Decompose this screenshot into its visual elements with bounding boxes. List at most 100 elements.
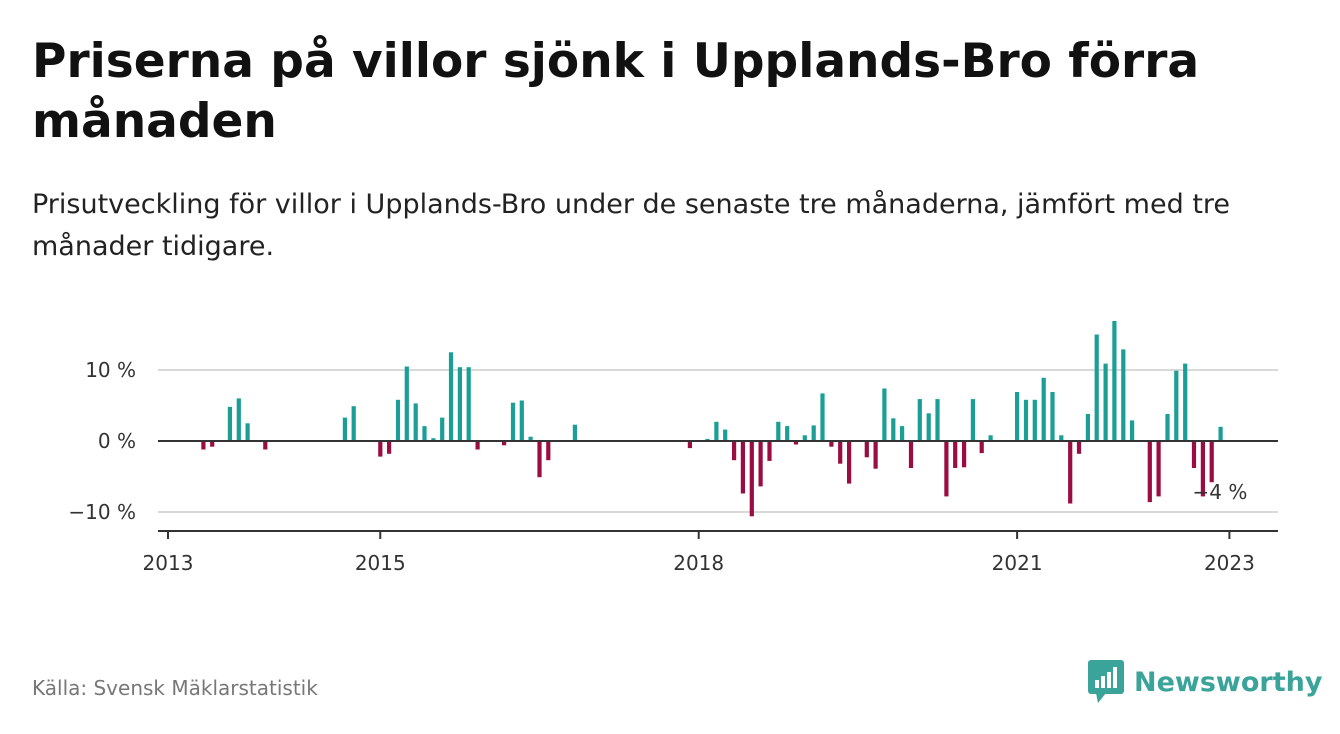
- bar: [1103, 363, 1108, 441]
- logo-wordmark: Newsworthy: [1134, 666, 1323, 698]
- bar: [537, 441, 542, 478]
- bar: [740, 441, 745, 494]
- bar: [1023, 399, 1029, 441]
- bar: [944, 441, 949, 497]
- bar: [245, 423, 250, 442]
- bar: [864, 441, 869, 458]
- bar: [457, 367, 462, 441]
- bar: [1121, 349, 1126, 441]
- bar: [1165, 414, 1170, 441]
- source-note: Källa: Svensk Mäklarstatistik: [32, 676, 318, 700]
- bar: [705, 438, 710, 441]
- bar: [1218, 426, 1223, 441]
- x-tick-label: 2015: [355, 551, 406, 575]
- bar: [970, 399, 975, 441]
- bar: [351, 406, 356, 441]
- bar: [793, 441, 799, 445]
- bar: [448, 352, 454, 442]
- bar-chart: −10 % 0 % 10 % 2013 2015 2018 2021 2023 −4 %: [68, 321, 1278, 575]
- bar: [1068, 441, 1073, 504]
- bar: [873, 441, 878, 469]
- y-tick-label: 0 %: [98, 429, 136, 453]
- bar: [882, 388, 887, 441]
- bar: [395, 399, 401, 441]
- bar: [847, 441, 852, 484]
- bar: [758, 441, 763, 487]
- bar: [387, 441, 392, 454]
- bar: [1130, 420, 1135, 441]
- bar: [926, 413, 931, 441]
- bar: [988, 435, 993, 441]
- bar: [528, 436, 533, 441]
- bar: [1085, 414, 1090, 441]
- bar: [422, 426, 427, 441]
- bar: [227, 406, 232, 441]
- bar: [829, 441, 834, 447]
- x-tick-label: 2013: [143, 551, 194, 575]
- bar: [908, 441, 914, 468]
- gridlines: [158, 369, 1278, 513]
- bar: [953, 441, 958, 468]
- bar: [1191, 441, 1197, 468]
- bar: [1209, 441, 1214, 483]
- y-tick-label: −10 %: [68, 500, 136, 524]
- bar: [263, 441, 268, 450]
- bar: [820, 393, 825, 441]
- bar: [1200, 441, 1205, 497]
- bar: [502, 441, 507, 446]
- bar: [1174, 370, 1179, 441]
- bar: [1183, 363, 1188, 441]
- bar: [1015, 392, 1020, 441]
- bar: [519, 400, 524, 441]
- bar: [749, 441, 754, 517]
- y-tick-label: 10 %: [85, 358, 136, 382]
- x-tick-label: 2018: [673, 551, 724, 575]
- bar: [546, 441, 551, 461]
- bar: [802, 435, 807, 441]
- bar: [811, 425, 816, 441]
- bar: [210, 441, 215, 447]
- labels: −10 % 0 % 10 % 2013 2015 2018 2021 2023 −4 %: [68, 358, 1254, 575]
- newsworthy-logo: Newsworthy: [1088, 660, 1322, 704]
- bar: [1112, 321, 1117, 441]
- bar: [1032, 399, 1037, 441]
- bar: [714, 421, 719, 441]
- bars: [201, 321, 1223, 517]
- bar: [1156, 441, 1161, 497]
- axes: [158, 440, 1278, 539]
- bar: [785, 426, 790, 441]
- bar: [431, 438, 436, 441]
- bar: [378, 441, 383, 457]
- bar: [475, 441, 480, 450]
- bar: [838, 441, 843, 464]
- bar: [1059, 435, 1064, 441]
- bar: [917, 399, 922, 441]
- x-tick-label: 2023: [1204, 551, 1255, 575]
- bar: [891, 418, 896, 441]
- newsworthy-logo-icon: [1088, 660, 1124, 703]
- bar: [510, 402, 516, 441]
- bar: [404, 366, 409, 441]
- bar: [466, 367, 471, 441]
- bar: [723, 429, 728, 441]
- bar: [767, 441, 772, 461]
- bar: [732, 441, 737, 461]
- bar: [1076, 441, 1082, 454]
- bar: [962, 441, 967, 468]
- bar: [776, 421, 781, 441]
- x-tick-label: 2021: [992, 551, 1043, 575]
- last-value-label: −4 %: [1193, 480, 1248, 504]
- bar: [1041, 377, 1046, 441]
- chart-subtitle: Prisutveckling för villor i Upplands-Bro…: [32, 189, 1231, 262]
- bar: [413, 403, 418, 441]
- bar: [236, 398, 241, 441]
- bar: [342, 417, 347, 441]
- bar: [687, 441, 692, 449]
- chart-title: Priserna på villor sjönk i Upplands-Bro …: [32, 34, 1200, 149]
- bar: [201, 441, 206, 450]
- bar: [1147, 441, 1152, 503]
- bar: [900, 426, 905, 441]
- bar: [1050, 392, 1055, 441]
- bar: [935, 399, 940, 441]
- bar: [572, 424, 577, 441]
